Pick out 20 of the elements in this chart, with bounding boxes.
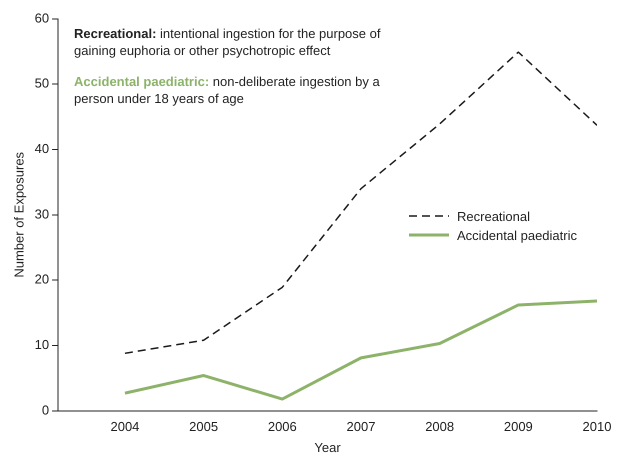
x-tick-label: 2009 — [504, 419, 533, 434]
annotation: Recreational: intentional ingestion for the purpose of gaining euphoria or other psychotropic effect — [74, 26, 380, 58]
x-tick-label: 2005 — [189, 419, 218, 434]
y-tick-label: 0 — [42, 402, 50, 418]
legend-label: Recreational — [457, 208, 530, 224]
y-tick-label: 30 — [34, 206, 50, 222]
annotation: Accidental paediatric: non-deliberate ingestion by a person under 18 years of age — [74, 74, 380, 106]
x-axis-title: Year — [314, 440, 342, 455]
legend-label: Accidental paediatric — [457, 228, 577, 243]
x-tick-label: 2004 — [110, 419, 140, 434]
y-tick-label: 40 — [34, 141, 50, 156]
y-tick-label: 20 — [34, 272, 50, 287]
y-tick-label: 60 — [34, 10, 50, 26]
x-tick-label: 2010 — [582, 419, 612, 434]
x-tick-label: 2006 — [268, 419, 297, 434]
y-axis-title: Number of Exposures — [11, 151, 26, 278]
x-tick-label: 2008 — [425, 419, 454, 434]
y-tick-label: 10 — [34, 337, 50, 352]
y-tick-label: 50 — [34, 76, 50, 91]
x-tick-label: 2007 — [346, 419, 376, 434]
